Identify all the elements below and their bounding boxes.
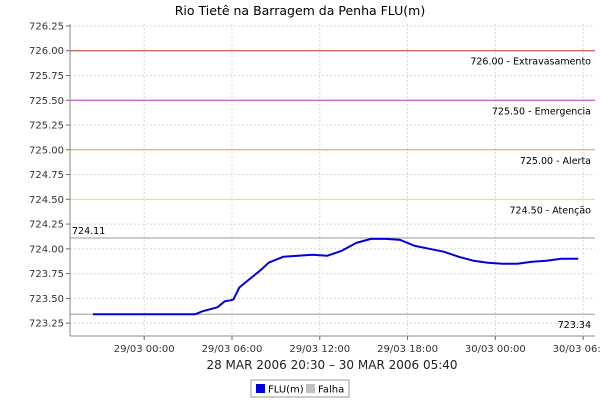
legend-box [250, 379, 350, 398]
threshold-label: 725.50 - Emergencia [492, 106, 591, 117]
x-tick-label: 29/03 00:00 [114, 344, 175, 355]
y-tick-label: 724.25 [29, 220, 64, 231]
threshold-lines: 726.00 - Extravasamento 725.50 - Emergenc… [70, 50, 595, 331]
threshold-label: 726.00 - Extravasamento [470, 57, 591, 68]
x-tick-label: 30/03 00:00 [465, 344, 526, 355]
threshold-label: 725.00 - Alerta [520, 156, 591, 167]
y-tick-label: 726.00 [29, 46, 64, 57]
y-tick-label: 724.50 [29, 195, 64, 206]
y-tick-label: 725.25 [29, 121, 64, 132]
legend-swatch [306, 384, 315, 393]
y-tick-label: 725.00 [29, 145, 64, 156]
threshold-label: 724.50 - Atenção [510, 205, 592, 216]
x-tick-label: 29/03 12:00 [289, 344, 350, 355]
x-tick-label: 30/03 06:00 [553, 344, 600, 355]
y-tick-label: 724.00 [29, 244, 64, 255]
y-tick-label: 725.75 [29, 71, 64, 82]
legend-swatch [256, 384, 265, 393]
series-line [93, 237, 579, 316]
y-tick-label: 723.75 [29, 269, 64, 280]
series-layer [93, 237, 579, 316]
y-tick-labels: 723.25 723.50 723.75 724.00 724.25 724.50 724.… [29, 21, 64, 329]
y-tick-label: 723.25 [29, 319, 64, 330]
grid [70, 24, 595, 336]
y-tick-label: 724.75 [29, 170, 64, 181]
threshold-label: 724.11 [72, 226, 105, 237]
axes [66, 24, 595, 340]
x-tick-label: 29/03 06:00 [202, 344, 263, 355]
chart-title: Rio Tietê na Barragem da Penha FLU(m) [175, 3, 425, 18]
legend-label: Falha [318, 385, 344, 396]
x-tick-labels: 29/03 00:00 29/03 06:00 29/03 12:00 29/03 1… [114, 344, 600, 355]
y-tick-label: 723.50 [29, 294, 64, 305]
y-tick-label: 726.25 [29, 21, 64, 32]
legend: FLU(m) Falha [250, 379, 350, 398]
legend-label: FLU(m) [268, 385, 304, 396]
threshold-label: 723.34 [558, 320, 591, 331]
x-tick-label: 29/03 18:00 [377, 344, 438, 355]
y-tick-label: 725.50 [29, 96, 64, 107]
x-axis-title: 28 MAR 2006 20:30 – 30 MAR 2006 05:40 [206, 358, 457, 372]
